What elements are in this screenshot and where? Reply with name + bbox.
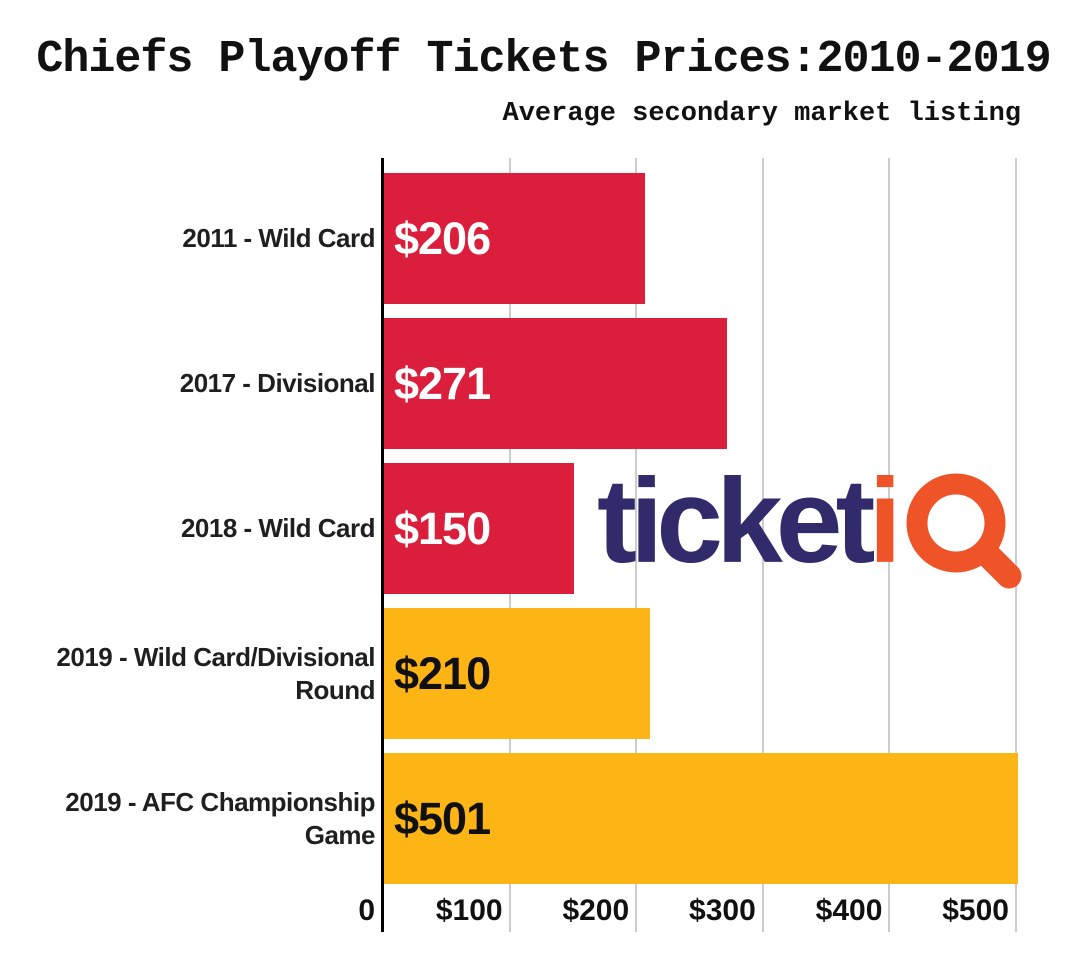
bar: $271 bbox=[384, 318, 727, 449]
x-tick-label: $200 bbox=[562, 894, 630, 927]
chart-subtitle: Average secondary market listing bbox=[502, 99, 1021, 129]
chart-title: Chiefs Playoff Tickets Prices:2010-2019 bbox=[36, 34, 1051, 85]
bar-value-label: $271 bbox=[394, 357, 491, 409]
category-label: 2011 - Wild Card bbox=[5, 173, 375, 304]
category-label-line: Round bbox=[295, 674, 375, 705]
category-label: 2019 - Wild Card/Divisional Round bbox=[5, 608, 375, 739]
bar-value-label: $501 bbox=[394, 792, 491, 844]
category-label-line: 2019 - AFC Championship bbox=[65, 786, 375, 817]
bar-value-label: $206 bbox=[394, 212, 491, 264]
category-label: 2017 - Divisional bbox=[5, 318, 376, 449]
gridline bbox=[1015, 158, 1017, 932]
gridline bbox=[761, 158, 764, 932]
magnifier-q-icon bbox=[901, 470, 1026, 628]
category-label-line: 2019 - Wild Card/Divisional bbox=[56, 641, 375, 672]
logo-text-i: i bbox=[868, 454, 901, 588]
bar: $206 bbox=[384, 173, 645, 304]
x-tick-label: $500 bbox=[942, 894, 1009, 927]
x-tick-label: $400 bbox=[815, 894, 883, 927]
x-tick-label: $100 bbox=[435, 894, 503, 927]
bar: $210 bbox=[384, 608, 650, 739]
category-label-line: 2017 - Divisional bbox=[179, 368, 376, 398]
category-label: 2019 - AFC Championship Game bbox=[5, 753, 375, 884]
logo-text-ticket: ticket bbox=[597, 454, 875, 588]
category-label-line: 2011 - Wild Card bbox=[182, 223, 375, 253]
x-tick-label: 0 bbox=[358, 894, 375, 927]
category-label-line: 2018 - Wild Card bbox=[180, 513, 376, 543]
gridline bbox=[888, 158, 891, 932]
bar-value-label: $150 bbox=[394, 502, 491, 554]
bar: $501 bbox=[384, 753, 1018, 884]
bar: $150 bbox=[384, 463, 574, 594]
gridline bbox=[635, 158, 638, 932]
bar-value-label: $210 bbox=[394, 647, 491, 699]
y-axis-line bbox=[381, 158, 384, 932]
category-label-line: Game bbox=[304, 819, 376, 850]
ticketiq-logo: ticket i bbox=[597, 454, 1026, 612]
x-tick-label: $300 bbox=[689, 894, 756, 927]
category-label: 2018 - Wild Card bbox=[5, 463, 376, 594]
